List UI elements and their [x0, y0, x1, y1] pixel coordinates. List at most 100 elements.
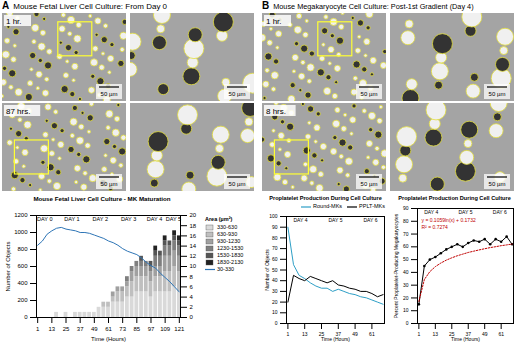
- svg-text:DAY 5: DAY 5: [329, 217, 343, 223]
- svg-text:DAY 4: DAY 4: [147, 216, 162, 222]
- svg-text:50: 50: [403, 256, 409, 262]
- svg-text:DAY 4: DAY 4: [424, 209, 438, 215]
- svg-text:50 µm: 50 µm: [229, 181, 246, 187]
- svg-text:97: 97: [148, 326, 155, 332]
- html-text:B Mouse Megakaryocyte Cell Cul: B Mouse Megakaryocyte Cell Culture: Post…: [262, 0, 474, 11]
- svg-text:90: 90: [272, 224, 278, 230]
- svg-text:30: 30: [272, 288, 278, 294]
- svg-text:1: 1: [36, 326, 40, 332]
- svg-text:8 hrs.: 8 hrs.: [266, 107, 286, 116]
- svg-text:Time (Hours): Time (Hours): [91, 336, 126, 342]
- svg-text:100: 100: [269, 213, 278, 219]
- svg-text:73: 73: [119, 326, 126, 332]
- svg-text:109: 109: [160, 326, 171, 332]
- svg-text:Number of Objects: Number of Objects: [5, 241, 11, 291]
- svg-text:1200: 1200: [14, 212, 28, 218]
- html-text:1230-1530: 1230-1530: [217, 245, 244, 251]
- svg-text:6: 6: [190, 284, 194, 290]
- svg-text:20: 20: [190, 212, 197, 218]
- svg-text:70: 70: [272, 245, 278, 251]
- svg-text:50 µm: 50 µm: [229, 91, 246, 97]
- svg-text:13: 13: [433, 331, 439, 337]
- svg-text:90: 90: [403, 205, 409, 211]
- svg-text:14: 14: [190, 243, 197, 249]
- svg-text:1 hr.: 1 hr.: [266, 17, 282, 26]
- svg-text:85: 85: [133, 326, 140, 332]
- svg-text:1 hr.: 1 hr.: [6, 17, 22, 26]
- svg-text:1: 1: [417, 331, 420, 337]
- svg-text:60: 60: [272, 256, 278, 262]
- svg-text:25: 25: [63, 326, 70, 332]
- html-text:A Mouse Fetal Liver Cell Cultu: A Mouse Fetal Liver Cell Culture: From D…: [2, 0, 168, 11]
- svg-text:87 hrs.: 87 hrs.: [6, 107, 30, 116]
- svg-text:37: 37: [77, 326, 84, 332]
- svg-text:DAY 5: DAY 5: [166, 216, 181, 222]
- svg-text:y = 0.1059ln(x) + 0.1732: y = 0.1059ln(x) + 0.1732: [422, 217, 476, 223]
- svg-text:20: 20: [403, 295, 409, 301]
- svg-text:800: 800: [17, 246, 28, 252]
- svg-text:0: 0: [406, 320, 409, 326]
- svg-text:DAY 3: DAY 3: [121, 216, 136, 222]
- svg-text:16: 16: [190, 233, 197, 239]
- svg-text:50 µm: 50 µm: [489, 91, 506, 97]
- svg-text:18: 18: [190, 223, 197, 229]
- svg-text:50: 50: [272, 267, 278, 273]
- svg-text:80: 80: [272, 235, 278, 241]
- svg-text:DAY 6: DAY 6: [364, 217, 378, 223]
- svg-text:DAY 1: DAY 1: [64, 216, 79, 222]
- svg-text:200: 200: [17, 297, 28, 303]
- svg-text:Time (Hours): Time (Hours): [451, 336, 480, 342]
- svg-text:DAY 4: DAY 4: [294, 217, 308, 223]
- svg-text:50 µm: 50 µm: [361, 91, 378, 97]
- svg-text:40: 40: [403, 269, 409, 275]
- svg-text:60: 60: [403, 243, 409, 249]
- svg-text:DAY 0: DAY 0: [37, 216, 52, 222]
- svg-text:13: 13: [49, 326, 56, 332]
- svg-text:10: 10: [190, 263, 197, 269]
- html-text:330-630: 330-630: [217, 224, 238, 230]
- svg-text:40: 40: [272, 277, 278, 283]
- svg-text:DAY 2: DAY 2: [93, 216, 108, 222]
- html-text:Mouse Fetal Liver Cell Culture: Mouse Fetal Liver Cell Culture - MK Matu…: [33, 195, 171, 202]
- svg-text:70: 70: [403, 231, 409, 237]
- svg-text:Percent Proplatelet-Producing: Percent Proplatelet-Producing Megakaryoc…: [393, 213, 399, 318]
- svg-text:Number of Objects: Number of Objects: [264, 249, 270, 291]
- svg-text:49: 49: [352, 331, 358, 337]
- svg-text:2: 2: [190, 304, 194, 310]
- svg-text:4: 4: [190, 294, 194, 300]
- svg-text:600: 600: [17, 263, 28, 269]
- svg-text:61: 61: [498, 331, 504, 337]
- svg-text:12: 12: [190, 253, 197, 259]
- svg-text:50 µm: 50 µm: [489, 181, 506, 187]
- svg-text:50 µm: 50 µm: [361, 181, 378, 187]
- svg-text:DAY 5: DAY 5: [459, 209, 473, 215]
- html-text:1530-1830: 1530-1830: [217, 252, 244, 258]
- svg-text:50 µm: 50 µm: [101, 91, 118, 97]
- svg-text:Time (Hours): Time (Hours): [321, 336, 350, 342]
- svg-text:13: 13: [302, 331, 308, 337]
- svg-text:30: 30: [403, 282, 409, 288]
- svg-text:0: 0: [190, 314, 194, 320]
- html-text:630-930: 630-930: [217, 231, 238, 237]
- svg-text:0: 0: [275, 320, 278, 326]
- svg-text:61: 61: [105, 326, 112, 332]
- svg-text:DAY 6: DAY 6: [493, 209, 507, 215]
- svg-text:10: 10: [272, 309, 278, 315]
- svg-text:121: 121: [174, 326, 185, 332]
- svg-text:80: 80: [403, 218, 409, 224]
- html-text:930-1230: 930-1230: [217, 238, 241, 244]
- html-text:Area (µm²): Area (µm²): [205, 216, 233, 222]
- svg-text:20: 20: [272, 299, 278, 305]
- svg-text:8: 8: [190, 274, 194, 280]
- html-text:1830-2130: 1830-2130: [217, 259, 244, 265]
- svg-text:0: 0: [24, 314, 28, 320]
- svg-text:10: 10: [403, 307, 409, 313]
- svg-text:49: 49: [482, 331, 488, 337]
- svg-text:49: 49: [91, 326, 98, 332]
- svg-text:61: 61: [369, 331, 375, 337]
- svg-text:50 µm: 50 µm: [101, 181, 118, 187]
- svg-text:1: 1: [287, 331, 290, 337]
- svg-text:1000: 1000: [14, 229, 28, 235]
- svg-text:400: 400: [17, 280, 28, 286]
- svg-text:R² = 0.7274: R² = 0.7274: [422, 224, 448, 230]
